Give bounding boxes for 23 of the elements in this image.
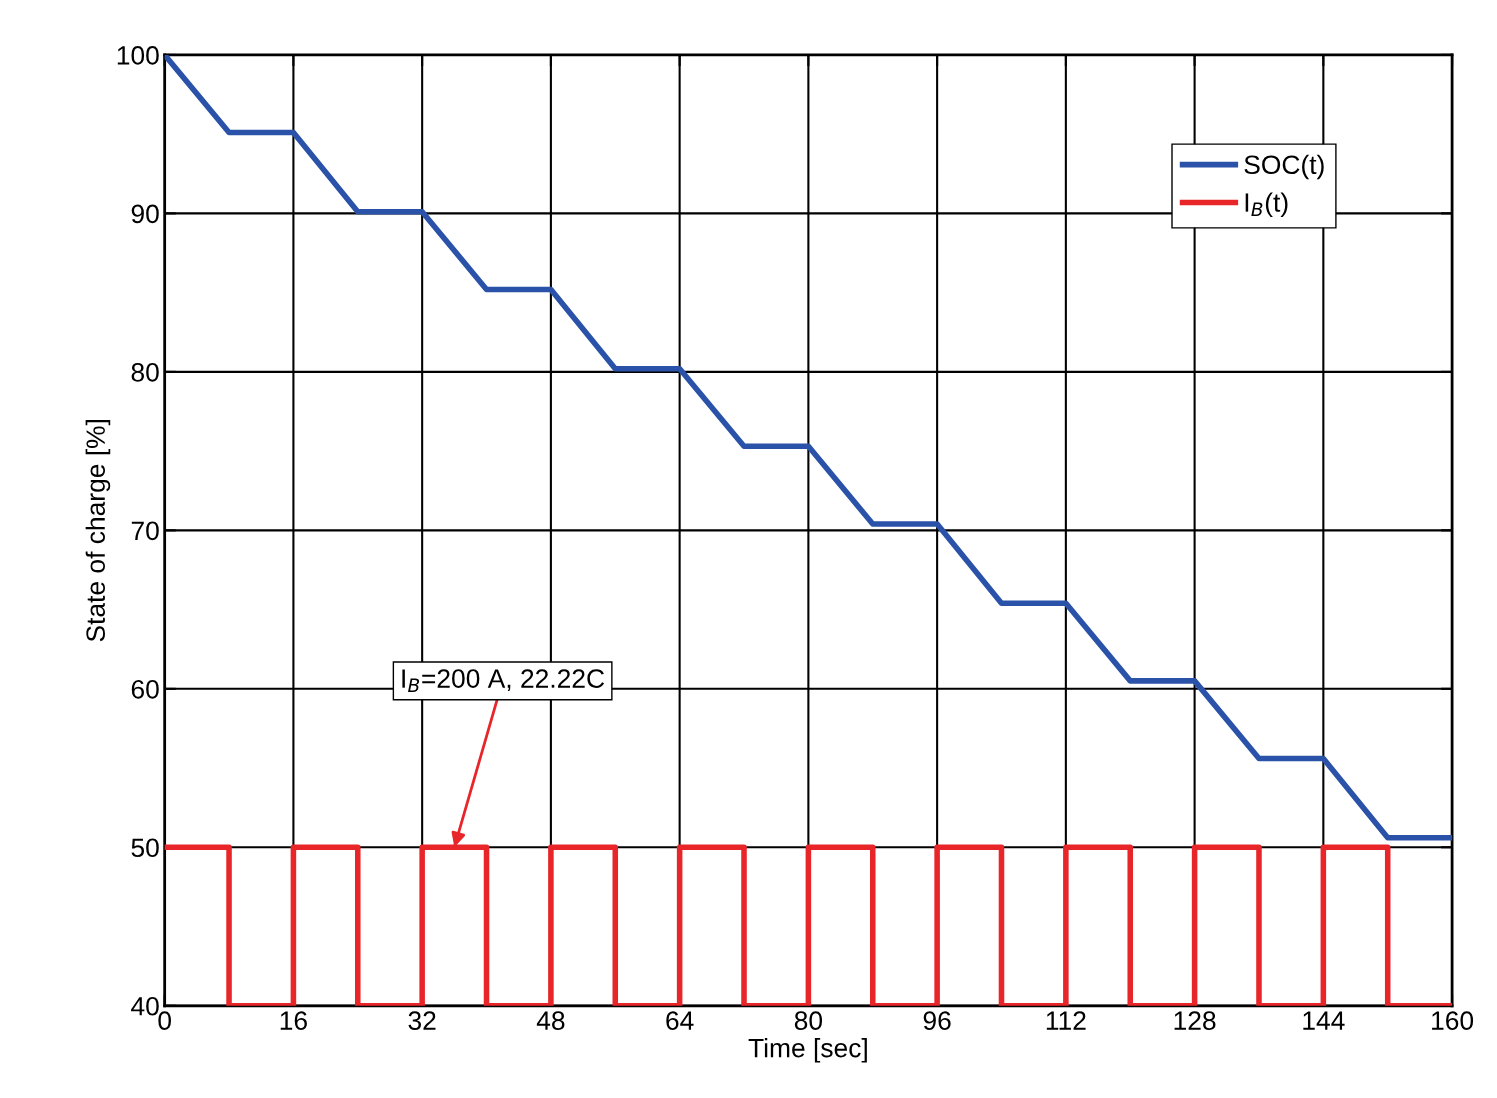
y-tick-label: 40	[131, 996, 159, 1016]
x-tick-label: 112	[1046, 1011, 1086, 1030]
x-axis-title: Time [sec]	[748, 1038, 867, 1063]
y-axis-title: State of charge [%]	[85, 419, 111, 642]
x-tick-label: 144	[1303, 1011, 1345, 1030]
y-tick-label: 100	[117, 46, 159, 65]
y-tick-label: 90	[131, 204, 159, 224]
x-tick-label: 16	[280, 1011, 307, 1031]
y-tick-label: 60	[131, 679, 159, 699]
x-tick-label: 0	[158, 1011, 171, 1031]
y-tick-label: 50	[131, 838, 159, 858]
x-tick-label: 64	[666, 1011, 694, 1031]
legend-label: I$_{B}$(t)	[1245, 192, 1288, 218]
legend-label: SOC(t)	[1244, 154, 1324, 180]
x-tick-label: 96	[923, 1011, 951, 1031]
x-tick-label: 80	[794, 1011, 823, 1031]
x-tick-label: 48	[536, 1011, 565, 1031]
y-tick-label: 70	[131, 521, 159, 541]
x-tick-label: 32	[408, 1011, 436, 1031]
y-tick-label: 80	[131, 362, 159, 382]
x-tick-label: 128	[1174, 1011, 1216, 1031]
annotation: I$_{B}$=200 A, 22.22C	[402, 669, 605, 692]
x-tick-label: 160	[1432, 1011, 1474, 1031]
